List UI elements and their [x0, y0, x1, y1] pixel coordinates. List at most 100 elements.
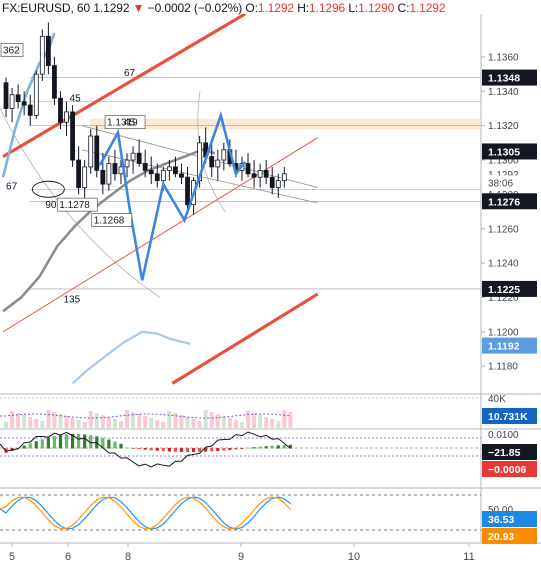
macd-hist-bar — [258, 446, 262, 449]
stoch-tick-label: 50.00 — [488, 505, 513, 516]
volume-bar — [125, 410, 130, 428]
time-tick-label: 8 — [125, 551, 131, 563]
macd-hist-bar — [173, 448, 178, 452]
candle-body — [215, 159, 221, 168]
low-value: 1.1290 — [358, 1, 395, 15]
volume-bar — [167, 411, 172, 428]
price-label: 1.1348 — [488, 73, 520, 85]
volume-bar — [143, 416, 148, 428]
price-tick-label: 1.1180 — [488, 362, 518, 373]
candle-body — [9, 94, 15, 109]
macd-hist-bar — [83, 434, 87, 449]
price-tick-label: 1.1200 — [488, 327, 519, 338]
candle-body — [58, 97, 63, 123]
candle-body — [15, 94, 21, 103]
macd-hist-bar — [46, 437, 50, 449]
price-label-badge — [482, 143, 537, 160]
macd-hist-bar — [264, 446, 268, 449]
macd-hist-bar — [276, 445, 280, 449]
swing-ellipse — [31, 180, 65, 198]
candle-body — [281, 173, 287, 182]
candle-body — [263, 169, 269, 178]
annotation-label: 1.1268 — [94, 216, 125, 227]
macd-hist-bar — [161, 448, 165, 452]
macd-label-badge — [482, 444, 537, 460]
macd-hist-bar — [101, 437, 105, 449]
volume-bar — [209, 412, 214, 428]
volume-bar — [221, 416, 226, 428]
macd-hist-bar — [252, 447, 256, 449]
high-label: H: — [297, 1, 310, 15]
volume-bar — [252, 413, 257, 428]
gann-arc — [0, 108, 161, 298]
candle-body — [112, 163, 118, 175]
macd-label: −0.0006 — [488, 464, 526, 476]
volume-bar — [40, 421, 45, 428]
macd-hist-bar — [64, 434, 69, 449]
candle-body — [197, 142, 203, 182]
macd-hist-bar — [131, 448, 135, 449]
chart-header: FX:EURUSD, 60 1.1292 ▼ −0.0002 (−0.02%) … — [2, 1, 446, 15]
candle-body — [154, 173, 160, 182]
price-label: 1.1225 — [488, 284, 520, 296]
volume-bar — [239, 422, 244, 428]
stoch-k-line — [0, 496, 291, 530]
volume-bar — [227, 418, 232, 428]
macd-hist-bar — [40, 439, 44, 449]
volume-bar — [246, 411, 251, 428]
candle-body — [142, 163, 148, 171]
price-label-bg — [482, 175, 537, 189]
annotation-box — [0, 43, 24, 57]
macd-label-badge — [482, 461, 537, 477]
annotation-box — [104, 115, 146, 130]
price-label-badge — [482, 69, 537, 86]
channel-line-thick — [171, 292, 319, 385]
macd-hist-bar — [119, 443, 123, 449]
price-tick-label: 1.1300 — [488, 156, 519, 167]
volume-bar — [191, 419, 196, 428]
candle-body — [106, 163, 112, 185]
macd-hist-bar — [179, 448, 184, 452]
annotation-label: 135 — [64, 295, 81, 306]
candle-body — [257, 169, 263, 178]
candle-body — [179, 173, 184, 178]
volume-bar — [76, 420, 81, 428]
annotation-label: 90 — [45, 200, 57, 211]
macd-hist-bar — [113, 441, 117, 449]
price-label-badge — [482, 193, 537, 210]
candle-body — [173, 166, 178, 175]
price-label: 38:06 — [488, 178, 513, 189]
symbol-label[interactable]: FX:EURUSD — [2, 1, 71, 15]
interval-label[interactable]: 60 — [76, 1, 91, 15]
price-label-badge — [482, 280, 537, 297]
high-value: 1.1296 — [309, 1, 346, 15]
annotation-label: 45 — [70, 94, 82, 105]
annotation-label: 67 — [6, 181, 18, 192]
time-tick-label: 10 — [348, 551, 360, 563]
volume-label-badge — [482, 408, 537, 424]
volume-bar — [288, 412, 293, 428]
macd-hist-bar — [107, 439, 111, 449]
candle-body — [21, 101, 27, 106]
candle-body — [185, 176, 190, 206]
candle-body — [39, 35, 45, 75]
price-tick-label: 1.1260 — [488, 224, 519, 235]
macd-hist-bar — [185, 448, 190, 452]
candle-body — [45, 35, 51, 66]
candle-body — [27, 104, 33, 116]
volume-bar — [282, 410, 287, 428]
low-label: L: — [348, 1, 359, 15]
candle-body — [245, 163, 251, 175]
volume-bar — [34, 419, 39, 428]
candle-body — [3, 82, 9, 109]
change-value: −0.0002 (−0.02%) — [147, 1, 243, 15]
macd-hist-bar — [155, 448, 159, 451]
price-tick-label: 1.1240 — [488, 259, 519, 270]
volume-bar — [10, 411, 15, 428]
macd-hist-bar — [198, 448, 202, 452]
price-tick-label: 1.1220 — [488, 293, 519, 304]
candle-body — [64, 111, 69, 123]
macd-hist-bar — [22, 445, 26, 449]
volume-bar — [233, 420, 238, 428]
